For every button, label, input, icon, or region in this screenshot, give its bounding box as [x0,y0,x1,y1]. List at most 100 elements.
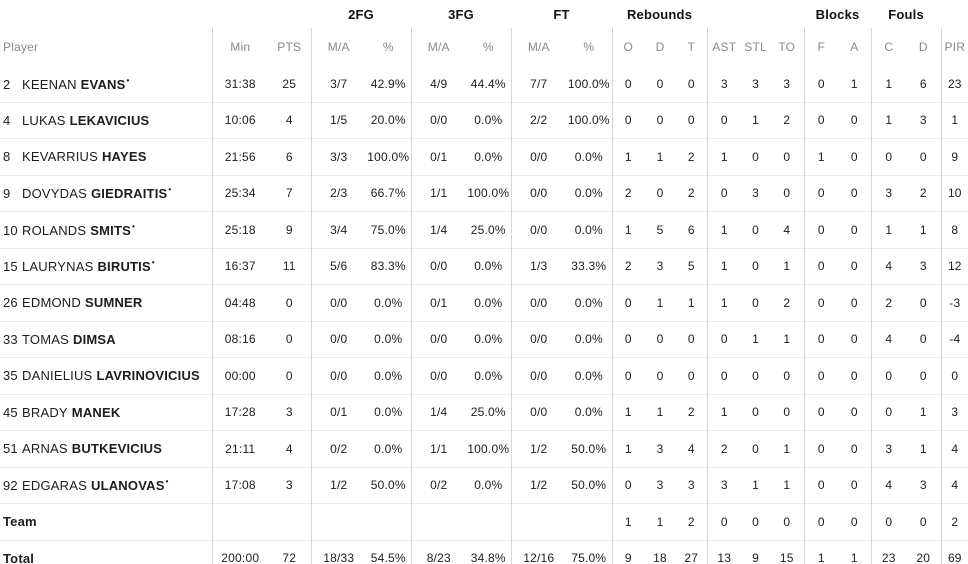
stat-cell: 0 [741,284,771,321]
stat-cell: 0.0% [366,430,412,467]
column-header-ma-5: M/A [410,28,467,66]
player-row: 51 ARNAS BUTKEVICIUS 21:11 4 0/2 0.0% 1/1 100.0%… [0,430,968,467]
stat-cell: 0.0% [366,320,412,358]
stat-cell: 3 [940,393,968,431]
stat-cell: 0 [838,138,872,175]
stat-cell: 25:18 [211,211,268,248]
stat-cell: 0 [803,284,839,321]
stat-cell: 0 [770,357,805,394]
stat-cell: 0 [803,174,839,212]
stat-cell: 0 [803,393,839,431]
stat-cell: 3 [741,174,771,212]
group-header-2fg: 2FG [348,6,374,22]
group-header-spacer [941,0,968,28]
stat-cell: 1 [770,466,805,504]
player-last-name: EVANS [80,76,126,92]
stat-cell: 31:38 [211,66,268,102]
player-first-name: KEVARRIUS [22,149,98,165]
player-last-name: ULANOVAS [90,478,165,494]
stat-cell: 0/2 [410,466,467,504]
jersey-number: 26 [3,295,18,311]
player-name-cell: 9 DOVYDAS GIEDRAITIS• [0,174,212,212]
player-name-cell: 33 TOMAS DIMSA [0,320,212,358]
stat-cell: 0 [870,393,907,431]
stat-cell: 83.3% [366,247,412,285]
stat-cell: 0 [803,320,839,358]
row-label: Total [3,550,35,564]
stat-cell [310,503,366,540]
stat-cell: 3 [644,466,677,504]
stat-cell: 1 [741,466,771,504]
stat-cell: 100.0% [466,430,512,467]
stat-cell: 66.7% [366,174,412,212]
stat-cell: 1 [706,284,742,321]
stat-cell: 3 [752,76,759,91]
stat-cell: 0 [803,357,839,394]
stat-cell: 1/2 [310,466,366,504]
column-header-a-16: A [850,40,859,54]
stat-cell: 0 [838,101,872,139]
stat-cell: 0.0% [466,466,512,504]
stat-cell: 0 [644,101,677,139]
stat-cell: 2 [706,430,742,467]
stat-cell: 0 [838,211,872,248]
stat-cell: 0 [611,101,645,139]
stat-cell: 0 [770,138,805,175]
player-first-name: LAURYNAS [22,259,94,275]
stat-cell: 5 [644,211,677,248]
player-row: 9 DOVYDAS GIEDRAITIS• 25:34 7 2/3 66.7% 1/1 100.… [0,174,968,212]
player-first-name: LUKAS [22,112,66,128]
player-row: 35 DANIELIUS LAVRINOVICIUS 00:00 0 0/0 0.0% 0/0… [0,357,968,394]
stat-cell: 0 [838,430,872,467]
stat-cell: 0 [770,174,805,212]
stat-cell: 1 [803,539,839,564]
stat-cell: 0/0 [410,357,467,394]
player-name-cell: 45 BRADY MANEK [0,393,212,431]
column-header-player-0: Player [3,40,39,54]
stat-cell: 0.0% [466,357,512,394]
stat-cell: 2 [676,503,708,540]
stat-cell: 50.0% [566,466,613,504]
jersey-number: 51 [3,441,18,457]
stat-cell: 6 [268,138,311,175]
stat-cell: 5/6 [310,247,366,285]
stat-cell: 0.0% [366,393,412,431]
column-header-stl-13: STL [744,40,767,54]
stat-cell: 0/0 [310,357,366,394]
player-row: 4 LUKAS LEKAVICIUS 10:06 4 1/5 20.0% 0/0 0.0% 2/2… [0,101,968,139]
stat-cell: 25.0% [466,393,512,431]
stat-cell: 9 [268,211,311,248]
stat-cell: 0/1 [410,284,467,321]
player-row: 33 TOMAS DIMSA 08:16 0 0/0 0.0% 0/0 0.0% 0/0 0.0% 0… [0,320,968,358]
stat-cell: 0 [741,247,771,285]
stat-cell: 17:08 [211,466,268,504]
player-last-name: BIRUTIS [97,259,151,275]
stat-cell: 0.0% [566,393,613,431]
stat-cell: 3/3 [310,138,366,175]
stat-cell: 20.0% [366,101,412,139]
stat-cell: 54.5% [366,539,412,564]
stat-cell: 0/0 [410,320,467,358]
stat-cell: 1 [611,211,645,248]
stat-cell: 1 [611,138,645,175]
jersey-number: 92 [3,478,18,494]
stat-cell: 44.4% [470,76,506,91]
stat-cell: 75.0% [366,211,412,248]
stat-cell: 7 [268,174,311,212]
stat-cell: 10 [940,174,968,212]
stat-cell: 25.0% [466,211,512,248]
stat-cell: 1 [741,320,771,358]
stat-cell: 0 [741,138,771,175]
stat-cell: 2 [906,174,942,212]
stat-cell: 1 [644,284,677,321]
group-header-rebounds: Rebounds [626,6,693,22]
stat-cell: 8 [940,211,968,248]
player-first-name: EDMOND [22,295,81,311]
column-header-o-9: O [611,28,645,66]
stat-cell: 16:37 [211,247,268,285]
group-header-spacer [707,0,804,28]
jersey-number: 8 [3,149,11,165]
stat-cell: 6 [676,211,708,248]
stat-cell: 3/4 [310,211,366,248]
stat-cell: 50.0% [566,430,613,467]
